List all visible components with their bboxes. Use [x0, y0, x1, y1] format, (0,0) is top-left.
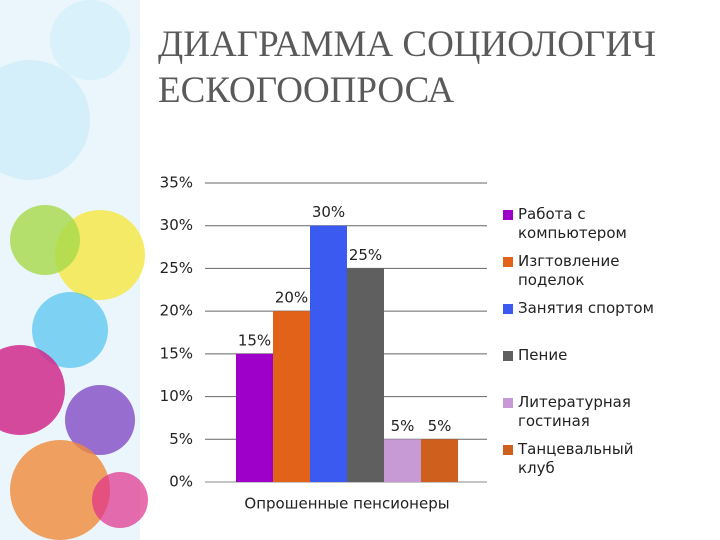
legend-swatch	[503, 351, 513, 361]
legend-label: Занятия спортом	[518, 299, 654, 317]
legend-item: Изгтовление поделок	[503, 252, 668, 290]
value-label: 25%	[349, 246, 382, 264]
legend-swatch	[503, 304, 513, 314]
y-tick-label: 25%	[160, 259, 193, 277]
bar	[384, 439, 421, 482]
y-tick-label: 15%	[160, 344, 193, 362]
legend-item: Работа с компьютером	[503, 205, 668, 243]
bar	[347, 268, 384, 482]
value-label: 30%	[312, 203, 345, 221]
bubble	[50, 0, 130, 80]
category-label: Опрошенные пенсионеры	[244, 495, 449, 513]
legend-item: Литературная гостиная	[503, 393, 668, 431]
value-label: 20%	[275, 289, 308, 307]
y-tick-label: 5%	[169, 430, 193, 448]
bubble	[10, 205, 80, 275]
bubble	[32, 292, 108, 368]
bar	[421, 439, 458, 482]
value-label: 15%	[238, 331, 271, 349]
legend-label: Литературная гостиная	[518, 393, 631, 430]
legend-item: Занятия спортом	[503, 299, 668, 318]
bubble	[0, 345, 65, 435]
decoration	[0, 0, 148, 540]
value-label: 5%	[428, 417, 452, 435]
bar	[236, 353, 273, 482]
legend-label: Танцевальный клуб	[518, 440, 634, 477]
y-tick-label: 10%	[160, 387, 193, 405]
bubble	[65, 385, 135, 455]
legend-item: Пение	[503, 346, 668, 365]
legend-swatch	[503, 445, 513, 455]
y-tick-label: 0%	[169, 473, 193, 491]
bar	[273, 311, 310, 482]
bar	[310, 225, 347, 482]
bubble	[92, 472, 148, 528]
value-label: 5%	[391, 417, 415, 435]
bubble	[0, 60, 90, 180]
legend-label: Изгтовление поделок	[518, 252, 620, 289]
legend-swatch	[503, 398, 513, 408]
legend-label: Пение	[518, 346, 568, 364]
legend-swatch	[503, 257, 513, 267]
y-tick-label: 20%	[160, 302, 193, 320]
legend-label: Работа с компьютером	[518, 205, 627, 242]
bubble	[10, 440, 110, 540]
y-tick-label: 30%	[160, 216, 193, 234]
legend-item: Танцевальный клуб	[503, 440, 668, 478]
chart-title: ДИАГРАММА СОЦИОЛОГИЧЕСКОГООПРОСА	[158, 24, 657, 111]
y-tick-label: 35%	[160, 174, 193, 192]
legend-swatch	[503, 210, 513, 220]
